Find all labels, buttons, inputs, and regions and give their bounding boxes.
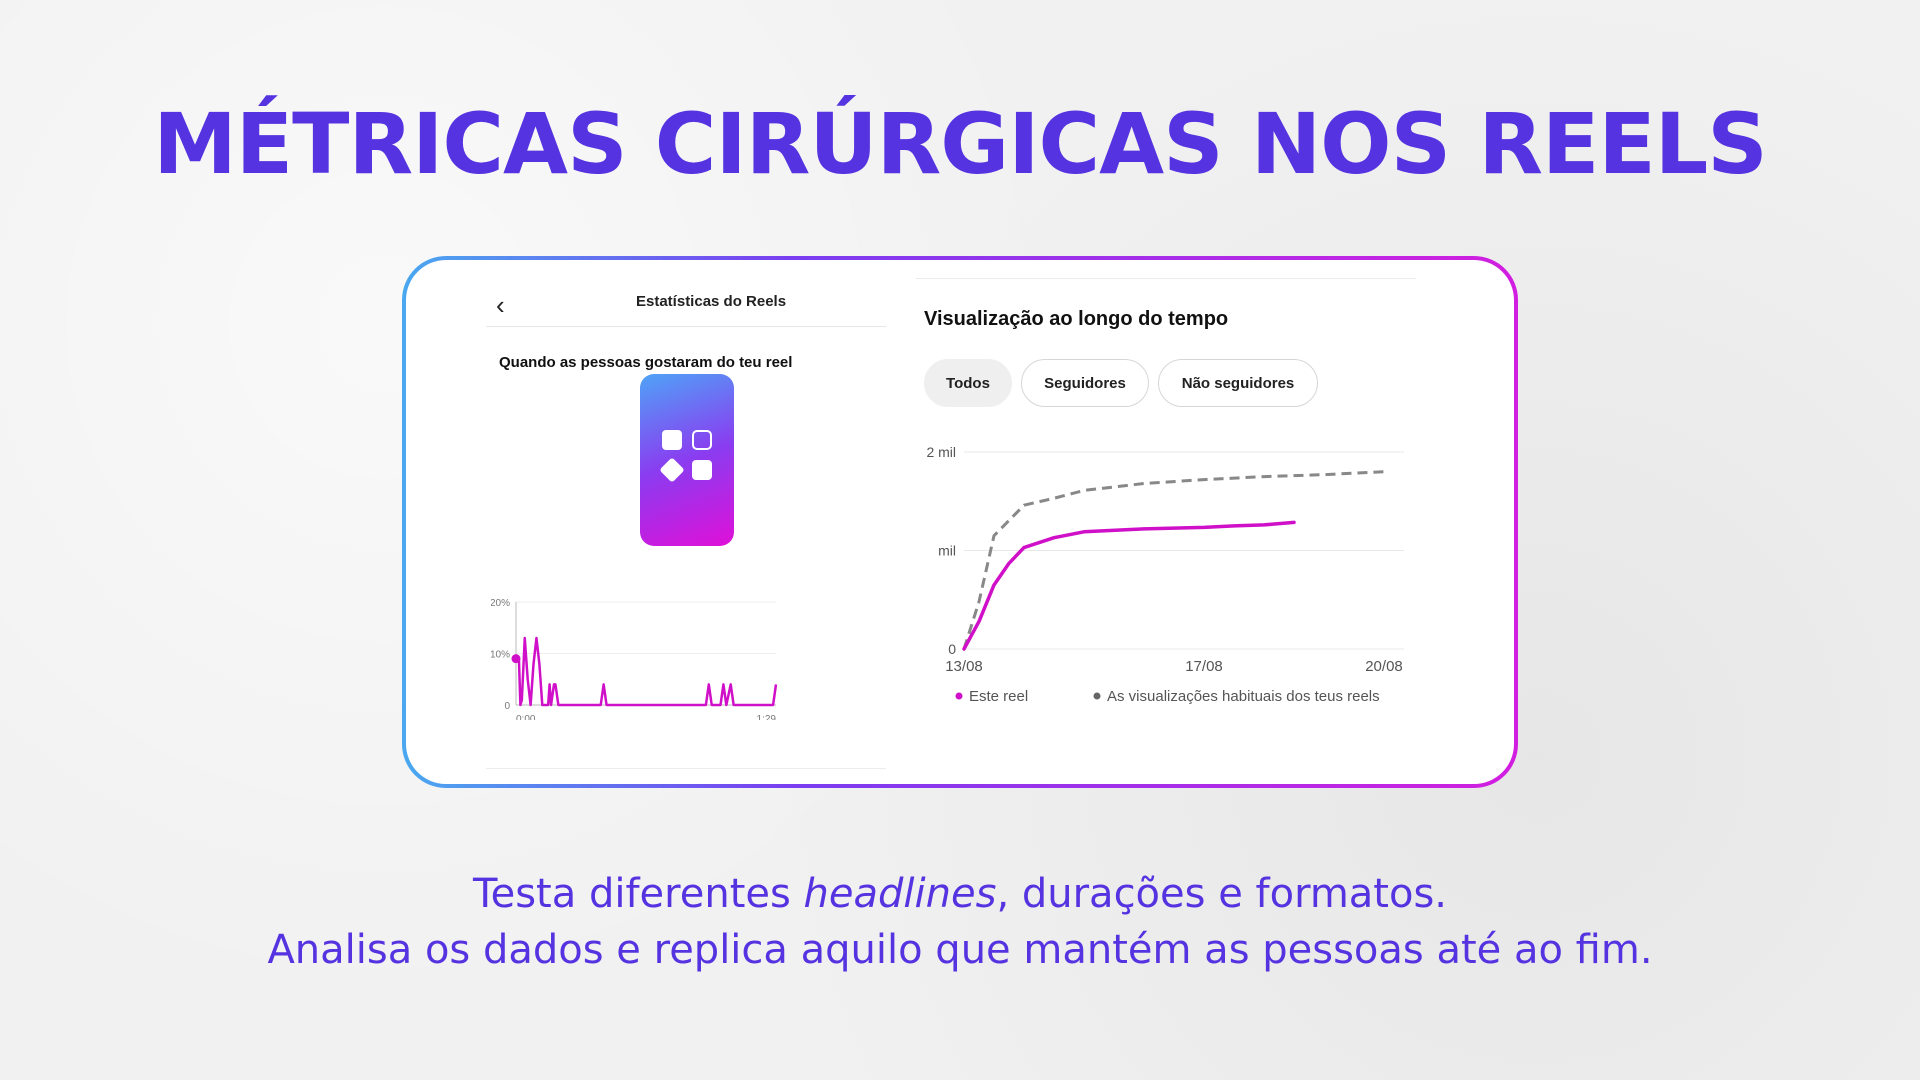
footer-text: Testa diferentes headlines, durações e f… xyxy=(0,866,1920,978)
y-tick-label: 10% xyxy=(491,650,510,661)
legend-label-this-reel: Este reel xyxy=(969,688,1028,705)
x-tick-label: 20/08 xyxy=(1365,658,1403,675)
chevron-left-icon[interactable]: ‹ xyxy=(496,290,505,320)
views-chart: 0 mil 2 mil 13/08 17/08 20/08 Este reel As visu… xyxy=(926,444,1404,705)
grid-diamond-icon xyxy=(659,457,685,483)
apps-grid-icon xyxy=(640,374,734,546)
liked-chart-title: Quando as pessoas gostaram do teu reel xyxy=(499,354,793,371)
x-tick-label: 13/08 xyxy=(945,658,983,675)
stats-header-title: Estatísticas do Reels xyxy=(636,293,787,310)
retention-start-point xyxy=(511,654,521,664)
legend-swatch-this-reel xyxy=(955,692,963,700)
tab-nao-seguidores[interactable]: Não seguidores xyxy=(1158,359,1318,407)
grid-square-outline-icon xyxy=(692,430,712,450)
screenshot-card: ‹ Estatísticas do Reels Quando as pessoa… xyxy=(402,256,1518,788)
tab-seguidores[interactable]: Seguidores xyxy=(1021,359,1149,407)
footer-line-2: Analisa os dados e replica aquilo que ma… xyxy=(267,927,1653,973)
retention-series-line xyxy=(516,636,778,707)
y-tick-label: 0 xyxy=(504,701,510,712)
this-reel-views-line xyxy=(962,520,1296,651)
top-divider xyxy=(916,278,1416,279)
x-tick-label: 1:29 xyxy=(757,714,777,720)
legend-swatch-habitual xyxy=(1093,692,1101,700)
page-title: MÉTRICAS CIRÚRGICAS NOS REELS xyxy=(153,95,1768,193)
grid-square-icon xyxy=(662,430,682,450)
y-tick-label: mil xyxy=(938,543,956,559)
grid-square-icon xyxy=(692,460,712,480)
views-chart-title: Visualização ao longo do tempo xyxy=(924,308,1229,330)
footer-line-1-emphasis: headlines xyxy=(803,871,997,917)
tab-todos[interactable]: Todos xyxy=(924,359,1012,407)
legend-label-habitual: As visualizações habituais dos teus reel… xyxy=(1107,688,1380,705)
x-tick-label: 17/08 xyxy=(1185,658,1223,675)
footer-line-1-end: , durações e formatos. xyxy=(996,871,1448,917)
habitual-views-line xyxy=(962,470,1385,650)
liked-chart: 0 10% 20% 0:00 1:29 xyxy=(491,598,778,720)
bottom-divider xyxy=(486,768,886,769)
footer-line-1-start: Testa diferentes xyxy=(472,871,804,917)
footer-line-1: Testa diferentes headlines, durações e f… xyxy=(0,866,1920,922)
screenshot-card-inner: ‹ Estatísticas do Reels Quando as pessoa… xyxy=(406,260,1514,784)
y-tick-label: 0 xyxy=(948,641,956,657)
x-tick-label: 0:00 xyxy=(516,714,536,720)
y-tick-label: 20% xyxy=(491,598,510,609)
header-divider xyxy=(486,326,886,327)
y-tick-label: 2 mil xyxy=(926,444,956,460)
